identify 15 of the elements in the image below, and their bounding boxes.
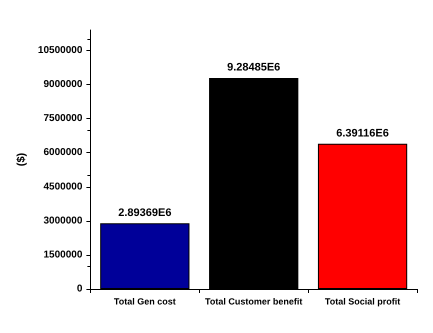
data-label: 2.89369E6 bbox=[118, 206, 172, 219]
y-tick-label: 6000000 bbox=[43, 147, 83, 158]
y-tick-label: 9000000 bbox=[43, 79, 83, 90]
y-tick-label: 3000000 bbox=[43, 215, 83, 226]
y-tick-label: 7500000 bbox=[43, 113, 83, 124]
y-tick-label: 10500000 bbox=[38, 44, 83, 56]
y-tick-label: 0 bbox=[76, 284, 83, 294]
y-tick-label: 1500000 bbox=[43, 249, 83, 260]
data-label: 9.28485E6 bbox=[227, 62, 280, 74]
x-tick-label: Total Social profit bbox=[324, 296, 400, 306]
x-tick-label: Total Gen cost bbox=[114, 296, 176, 306]
y-tick-label: 4500000 bbox=[43, 181, 83, 192]
y-axis-title: ($) bbox=[16, 152, 28, 166]
data-label: 6.39116E6 bbox=[336, 127, 389, 140]
x-tick-label: Total Customer benefit bbox=[205, 296, 302, 306]
